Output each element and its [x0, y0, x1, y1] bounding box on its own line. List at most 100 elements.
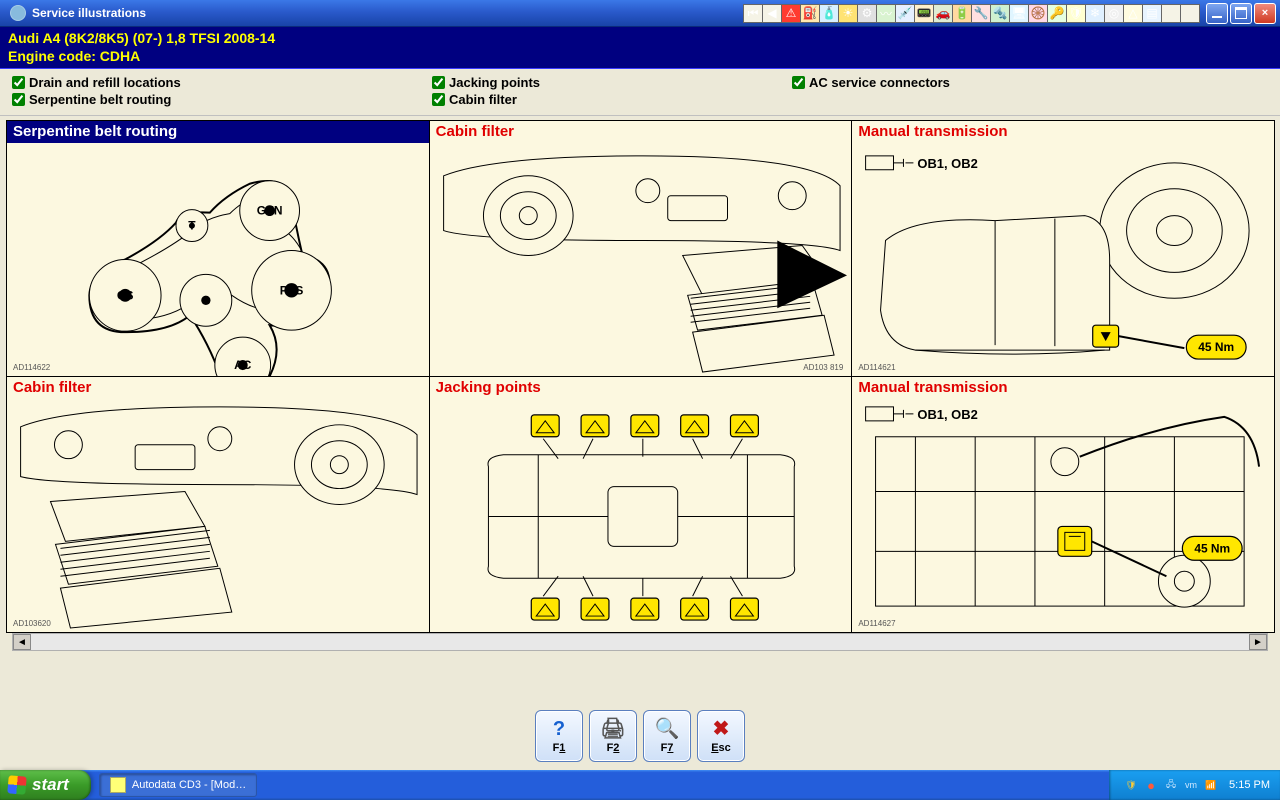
scroll-right-button[interactable]: ►: [1249, 634, 1267, 650]
circle-icon[interactable]: ◎: [1104, 4, 1124, 23]
tool-icon[interactable]: 🔧: [971, 4, 991, 23]
vm-icon[interactable]: vm: [1183, 777, 1199, 793]
checkbox-drain[interactable]: Drain and refill locations: [12, 75, 432, 90]
checkbox-cabin[interactable]: Cabin filter: [432, 92, 792, 107]
panel-cabin-filter-1[interactable]: Cabin filter: [429, 120, 853, 377]
task-app-icon: [110, 777, 126, 793]
srs-icon[interactable]: 🛡: [1066, 4, 1086, 23]
minimize-button[interactable]: [1206, 3, 1228, 24]
network-icon[interactable]: 🖧: [1163, 777, 1179, 793]
task-app-label: Autodata CD3 - [Mod…: [132, 779, 246, 791]
nav-prev-icon[interactable]: ◀: [762, 4, 782, 23]
diagram-ref: AD114627: [858, 619, 895, 628]
blank2-icon[interactable]: [1180, 4, 1200, 23]
toolbar: ⏮◀⚠⛽🧴☀⚙〰💉📟🚗🔋🔧🔩🖥🛞🔑🛡❄◎△▤: [744, 4, 1200, 23]
checkbox-cabin-input[interactable]: [432, 93, 445, 106]
print-button-label: F2: [607, 742, 620, 754]
panel-title: Manual transmission: [852, 377, 1274, 399]
panel-serpentine-belt[interactable]: Serpentine belt routing GENTPASCSGAC AD1…: [6, 120, 430, 377]
panel-cabin-filter-2[interactable]: Cabin filter AD103620: [6, 376, 430, 633]
svg-text:PAS: PAS: [280, 283, 304, 297]
av-icon[interactable]: ●: [1143, 777, 1159, 793]
print-button[interactable]: 🖨F2: [589, 710, 637, 762]
ob-label-2: OB1, OB2: [918, 407, 978, 422]
security-shield-icon[interactable]: 🛡: [1123, 777, 1139, 793]
checkbox-cabin-label: Cabin filter: [449, 92, 517, 107]
help-button-label: F1: [553, 742, 566, 754]
scroll-left-button[interactable]: ◄: [13, 634, 31, 650]
belt-icon[interactable]: 〰: [876, 4, 896, 23]
sun-icon[interactable]: ☀: [838, 4, 858, 23]
dash-icon[interactable]: 📟: [914, 4, 934, 23]
diag-icon[interactable]: 🖥: [1009, 4, 1029, 23]
wrench-icon[interactable]: 🔩: [990, 4, 1010, 23]
checkbox-ac-input[interactable]: [792, 76, 805, 89]
checkbox-jacking-label: Jacking points: [449, 75, 540, 90]
taskbar: start Autodata CD3 - [Mod… 🛡●🖧vm📶 5:15 P…: [0, 770, 1280, 800]
options-bar: Drain and refill locations Jacking point…: [0, 69, 1280, 116]
key-icon[interactable]: 🔑: [1047, 4, 1067, 23]
windows-flag-icon: [7, 775, 27, 795]
ob-label: OB1, OB2: [918, 156, 978, 171]
diagram-ref: AD114621: [858, 363, 895, 372]
window-title: Service illustrations: [32, 6, 146, 20]
injector-icon[interactable]: 💉: [895, 4, 915, 23]
taskbar-item-autodata[interactable]: Autodata CD3 - [Mod…: [99, 773, 257, 797]
checkbox-drain-input[interactable]: [12, 76, 25, 89]
vehicle-header: Audi A4 (8K2/8K5) (07-) 1,8 TFSI 2008-14…: [0, 27, 1280, 69]
manual-trans-diagram-2: 45 Nm OB1, OB2: [852, 377, 1274, 632]
abs-icon[interactable]: 🛞: [1028, 4, 1048, 23]
cabin-filter-diagram-2: [7, 377, 429, 632]
checkbox-jacking[interactable]: Jacking points: [432, 75, 792, 90]
panel-title: Serpentine belt routing: [7, 121, 429, 143]
checkbox-serpentine[interactable]: Serpentine belt routing: [12, 92, 432, 107]
tri-icon[interactable]: △: [1123, 4, 1143, 23]
volume-icon[interactable]: 📶: [1203, 777, 1219, 793]
checkbox-serpentine-input[interactable]: [12, 93, 25, 106]
escape-button[interactable]: ✖Esc: [697, 710, 745, 762]
nav-first-icon[interactable]: ⏮: [743, 4, 763, 23]
blank1-icon[interactable]: [1161, 4, 1181, 23]
engine-icon[interactable]: ⛽: [800, 4, 820, 23]
system-tray: 🛡●🖧vm📶 5:15 PM: [1109, 770, 1280, 800]
panel-jacking-points[interactable]: Jacking points: [429, 376, 853, 633]
svg-text:G: G: [201, 293, 210, 307]
panel-title: Cabin filter: [7, 377, 429, 399]
svg-text:GEN: GEN: [257, 204, 283, 218]
warning-icon[interactable]: ⚠: [781, 4, 801, 23]
app-icon: [10, 5, 26, 21]
panel-title: Jacking points: [430, 377, 852, 399]
checkbox-jacking-input[interactable]: [432, 76, 445, 89]
illustration-grid: Serpentine belt routing GENTPASCSGAC AD1…: [6, 120, 1274, 632]
checkbox-serpentine-label: Serpentine belt routing: [29, 92, 171, 107]
function-key-bar: ? F1 🖨F2 🔍 F7 ✖Esc: [0, 710, 1280, 762]
fluids-icon[interactable]: 🧴: [819, 4, 839, 23]
gear-icon[interactable]: ⚙: [857, 4, 877, 23]
checkbox-ac[interactable]: AC service connectors: [792, 75, 1268, 90]
maximize-button[interactable]: [1230, 3, 1252, 24]
vehicle-line2: Engine code: CDHA: [8, 48, 1272, 66]
checkbox-ac-label: AC service connectors: [809, 75, 950, 90]
car-icon[interactable]: 🚗: [933, 4, 953, 23]
horizontal-scrollbar[interactable]: ◄ ►: [12, 633, 1268, 651]
close-button[interactable]: ×: [1254, 3, 1276, 24]
hatch-icon[interactable]: ▤: [1142, 4, 1162, 23]
help-button[interactable]: ? F1: [535, 710, 583, 762]
zoom-button-icon: 🔍: [655, 719, 680, 739]
checkbox-drain-label: Drain and refill locations: [29, 75, 181, 90]
vehicle-line1: Audi A4 (8K2/8K5) (07-) 1,8 TFSI 2008-14: [8, 30, 1272, 48]
start-button[interactable]: start: [0, 770, 91, 800]
diagram-ref: AD103 819: [803, 363, 843, 372]
panel-manual-trans-1[interactable]: Manual transmission OB1, OB2: [851, 120, 1275, 377]
panel-manual-trans-2[interactable]: Manual transmission 45 Nm: [851, 376, 1275, 633]
start-label: start: [32, 775, 69, 795]
zoom-button-label: F7: [661, 742, 674, 754]
ac-icon[interactable]: ❄: [1085, 4, 1105, 23]
diagram-ref: AD114622: [13, 363, 50, 372]
battery-icon[interactable]: 🔋: [952, 4, 972, 23]
zoom-button[interactable]: 🔍 F7: [643, 710, 691, 762]
torque-label-2: 45 Nm: [1195, 541, 1231, 555]
help-button-icon: ?: [553, 719, 565, 739]
escape-button-icon: ✖: [713, 719, 730, 739]
taskbar-clock: 5:15 PM: [1229, 779, 1270, 791]
